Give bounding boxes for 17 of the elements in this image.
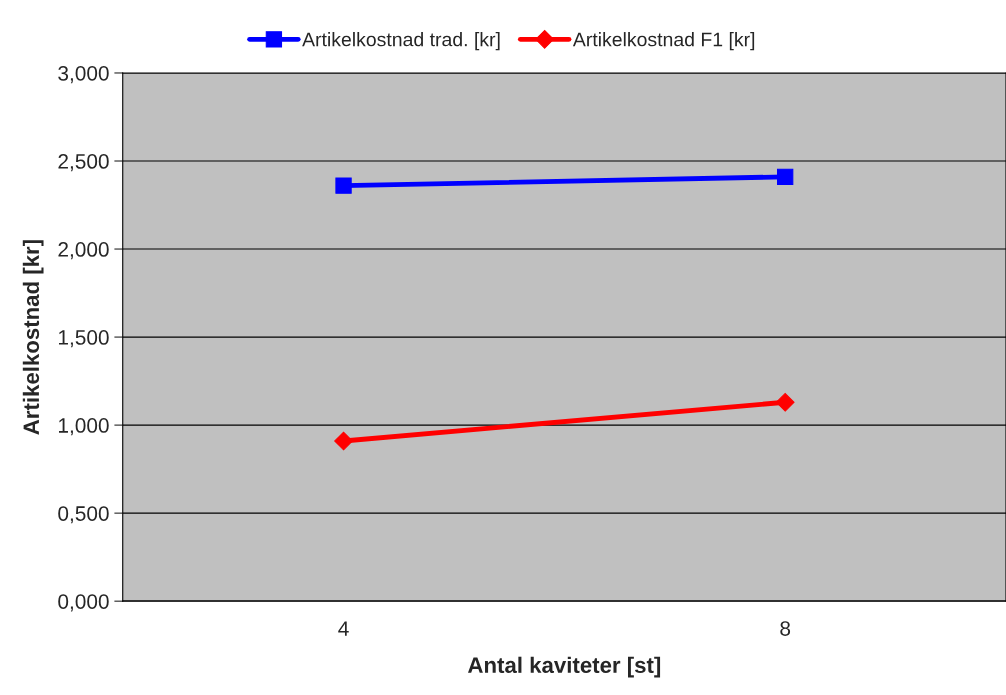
- legend-label: Artikelkostnad trad. [kr]: [302, 32, 500, 51]
- y-tick-label: 1,000: [59, 418, 109, 436]
- x-axis-title: Antal kaviteter [st]: [467, 656, 661, 678]
- y-tick-label: 0,000: [58, 594, 109, 612]
- y-tick-label: 1,500: [59, 330, 109, 348]
- x-tick-label: 4: [338, 621, 349, 636]
- y-tick-label: 2,000: [58, 242, 109, 260]
- y-tick-label: 3,000: [58, 65, 109, 84]
- y-tick-label: 0,500: [58, 506, 109, 524]
- point: [775, 392, 795, 412]
- y-tick-label: 2,500: [58, 154, 109, 172]
- legend-label: Artikelkostnad F1 [kr]: [572, 32, 755, 51]
- point: [334, 431, 353, 451]
- y-axis-title: Artikelkostnad [kr]: [22, 240, 44, 435]
- x-tick-label: 8: [780, 621, 791, 636]
- point: [777, 168, 794, 186]
- point: [335, 177, 352, 194]
